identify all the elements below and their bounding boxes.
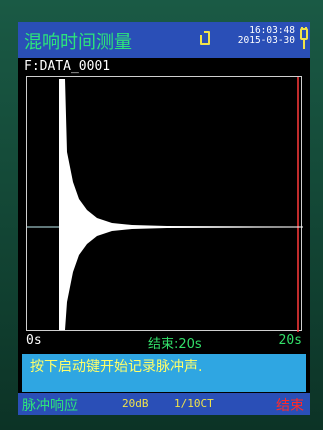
bottom-bar: 脉冲响应 20dB 1/10CT 结束 — [18, 393, 310, 415]
status-text: 结束:20s — [148, 337, 202, 352]
waveform — [27, 77, 303, 332]
x-axis-start: 0s — [26, 333, 42, 348]
instruction-message: 按下启动键开始记录脉冲声. — [30, 359, 203, 375]
mode-label[interactable]: 脉冲响应 — [22, 398, 78, 414]
message-bar: 按下启动键开始记录脉冲声. — [22, 354, 306, 392]
impulse-plot — [26, 76, 303, 332]
x-axis-end: 20s — [278, 333, 302, 348]
time-text: 16:03:48 — [249, 25, 295, 36]
datetime: 16:03:48 2015-03-30 — [223, 26, 295, 46]
x-axis: 0s 结束:20s 20s — [18, 333, 310, 353]
date-text: 2015-03-30 — [237, 35, 295, 46]
file-name: F:DATA_0001 — [24, 59, 111, 74]
page-title: 混响时间测量 — [24, 32, 132, 53]
range-label[interactable]: 20dB — [122, 397, 149, 410]
end-button[interactable]: 结束 — [276, 398, 304, 414]
lcd-screen: 混响时间测量 16:03:48 2015-03-30 F:DATA_0001 — [18, 22, 310, 415]
power-plug-icon — [300, 27, 308, 49]
sd-card-icon — [200, 31, 210, 45]
title-bar: 混响时间测量 16:03:48 2015-03-30 — [18, 22, 310, 58]
file-line: F:DATA_0001 — [18, 58, 310, 76]
band-label[interactable]: 1/10CT — [174, 397, 214, 410]
